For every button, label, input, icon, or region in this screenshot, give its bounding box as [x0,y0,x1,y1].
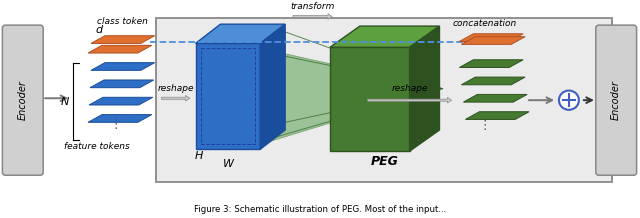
Polygon shape [330,26,440,47]
Polygon shape [260,29,442,145]
FancyBboxPatch shape [156,18,612,182]
Polygon shape [461,77,525,85]
Circle shape [559,90,579,110]
Polygon shape [90,80,154,88]
Polygon shape [461,37,525,44]
Polygon shape [89,97,153,105]
Polygon shape [196,43,260,149]
Polygon shape [91,36,155,43]
Polygon shape [460,34,523,41]
Polygon shape [410,26,440,151]
Text: Encoder: Encoder [611,80,621,120]
Text: $N$: $N$ [60,95,70,107]
Text: ⋮: ⋮ [109,118,122,131]
Polygon shape [465,112,529,119]
FancyBboxPatch shape [3,25,44,175]
Text: ⋮: ⋮ [478,119,490,132]
Polygon shape [460,60,523,67]
Polygon shape [463,94,527,102]
Text: feature tokens: feature tokens [64,142,130,151]
Text: $H$: $H$ [193,149,204,161]
Polygon shape [196,24,285,43]
Polygon shape [260,24,285,149]
Text: transform: transform [291,2,335,11]
FancyBboxPatch shape [596,25,637,175]
Text: reshape: reshape [157,83,194,93]
Polygon shape [88,45,152,53]
Text: $d$: $d$ [95,23,104,35]
Text: class token: class token [97,17,148,26]
Text: reshape: reshape [391,83,428,93]
Polygon shape [88,115,152,122]
Polygon shape [91,63,155,70]
Text: $W$: $W$ [223,157,236,169]
Text: Figure 3: Schematic illustration of PEG. Most of the input...: Figure 3: Schematic illustration of PEG.… [194,205,446,214]
Text: concatenation: concatenation [452,19,516,28]
Text: Encoder: Encoder [18,80,28,120]
Text: PEG: PEG [371,155,399,168]
Polygon shape [330,47,410,151]
